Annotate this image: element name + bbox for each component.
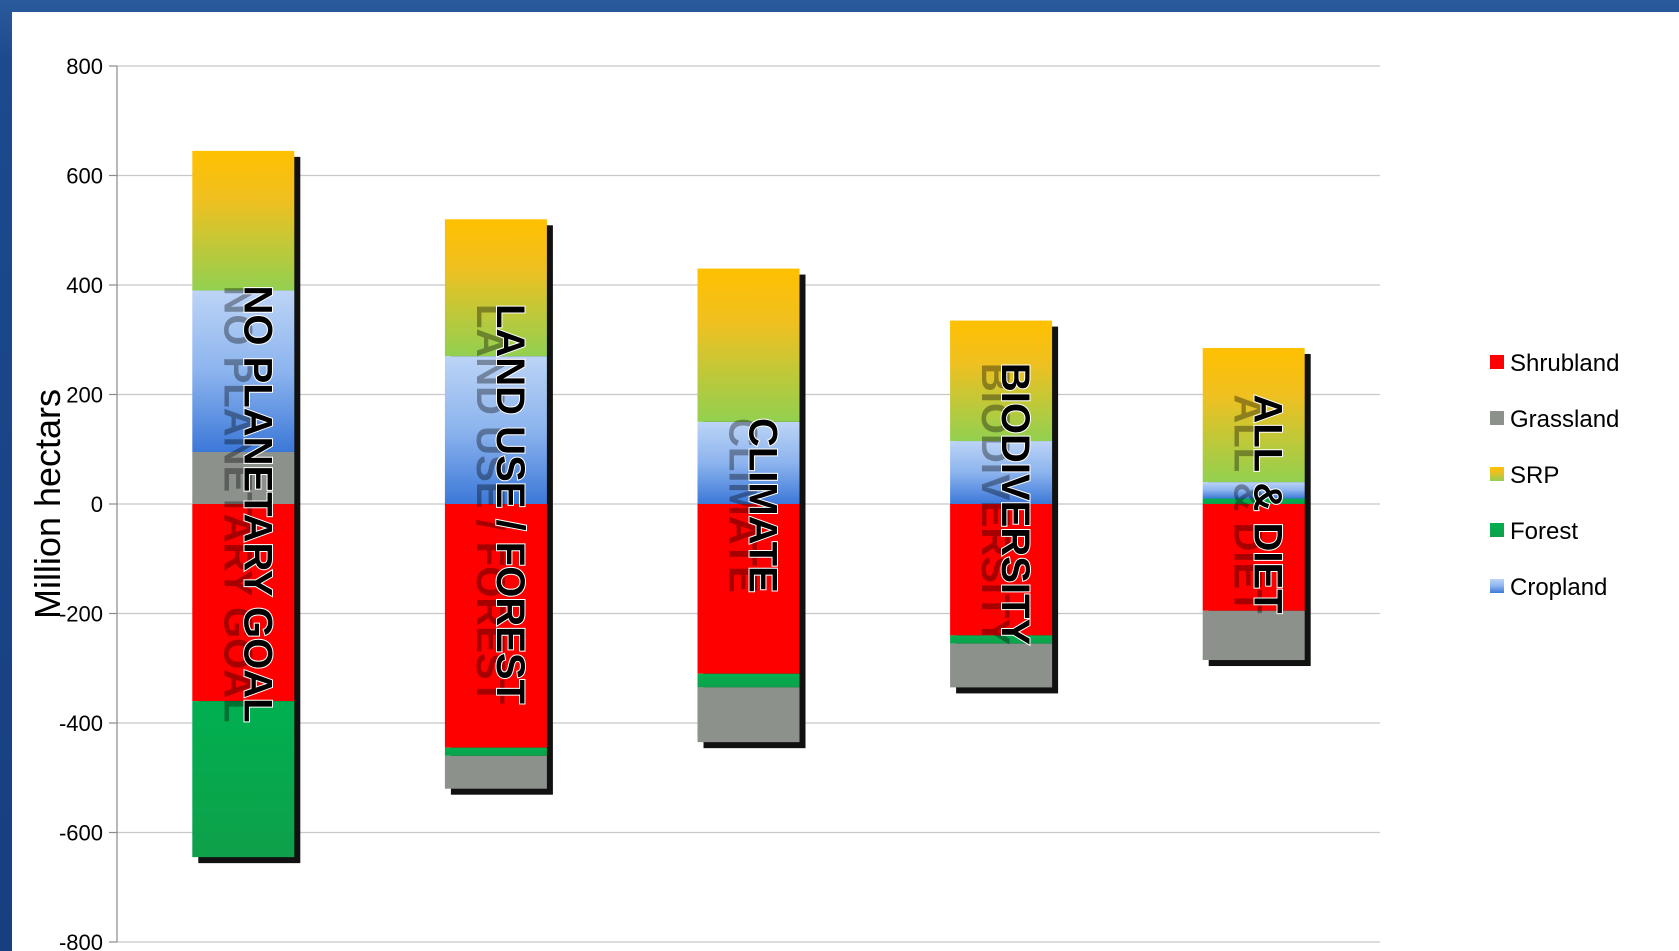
bar-segment-forest — [444, 747, 547, 756]
bar-segment-grassland — [444, 755, 547, 789]
y-tick-label: -200 — [59, 602, 103, 627]
legend-swatch-forest — [1490, 523, 1504, 537]
y-tick-label: -600 — [59, 821, 103, 846]
bar-segment-cropland — [1202, 482, 1305, 499]
bar-segment-srp — [1202, 347, 1305, 483]
category-label-reflection: NO PLANETARY GOAL — [215, 285, 259, 722]
bar-segment-forest — [950, 635, 1053, 644]
y-tick-label: 400 — [66, 273, 103, 298]
y-tick-label: 200 — [66, 383, 103, 408]
category-label: CLIMATE — [741, 418, 785, 593]
bar-segment-shrubland — [697, 504, 800, 674]
legend-label: Grassland — [1510, 406, 1619, 433]
bar-segment-cropland — [697, 421, 800, 504]
category-label: NO PLANETARY GOAL — [235, 285, 279, 722]
category-label: LAND USE / FOREST — [488, 304, 532, 704]
bar-segment-cropland — [950, 441, 1053, 504]
bar-segment-shrubland — [192, 504, 295, 702]
category-label-reflection: ALL & DIET — [1226, 394, 1270, 613]
legend-label: SRP — [1510, 462, 1559, 489]
category-label-reflection: BIODIVERSITY — [973, 363, 1017, 646]
bar-segment-forest — [1202, 498, 1305, 504]
axis-layer: 800 600 400 200 0 -200 -400 -600 -800 — [59, 54, 118, 951]
legend-swatch-shrubland — [1490, 355, 1504, 369]
y-tick-label: 600 — [66, 164, 103, 189]
legend-swatch-cropland — [1490, 579, 1504, 593]
y-axis-label: Million hectars — [27, 389, 68, 619]
y-tick-label: 800 — [66, 54, 103, 79]
legend: Shrubland Grassland SRP Forest Cropland — [1490, 350, 1619, 601]
legend-swatch-srp — [1490, 467, 1504, 481]
category-label: BIODIVERSITY — [993, 363, 1037, 646]
bar-segment-grassland — [1202, 610, 1305, 661]
y-tick-label: -800 — [59, 930, 103, 951]
bar-segment-srp — [950, 320, 1053, 442]
bars-layer — [192, 150, 1311, 864]
bar-segment-srp — [192, 150, 295, 291]
bar-segment-cropland — [444, 356, 547, 504]
legend-label: Forest — [1510, 518, 1578, 545]
bar-segment-grassland — [192, 451, 295, 504]
category-label-reflection: CLIMATE — [721, 418, 765, 593]
legend-label: Shrubland — [1510, 350, 1619, 377]
legend-swatch-grassland — [1490, 411, 1504, 425]
bar-segment-grassland — [697, 687, 800, 743]
bar-segment-shrubland — [444, 504, 547, 748]
category-label: ALL & DIET — [1246, 394, 1290, 613]
bar-segment-forest — [192, 701, 295, 858]
bar-segment-forest — [697, 673, 800, 688]
y-tick-label: -400 — [59, 711, 103, 736]
legend-label: Cropland — [1510, 574, 1607, 601]
bar-segment-srp — [697, 268, 800, 422]
y-tick-label: 0 — [91, 492, 103, 517]
category-label-reflection: LAND USE / FOREST — [468, 304, 512, 704]
bar-segment-cropland — [192, 290, 295, 452]
bar-segment-shrubland — [950, 504, 1053, 636]
bar-segment-shrubland — [1202, 504, 1305, 611]
bar-segment-srp — [444, 219, 547, 357]
bar-segment-grassland — [950, 643, 1053, 688]
